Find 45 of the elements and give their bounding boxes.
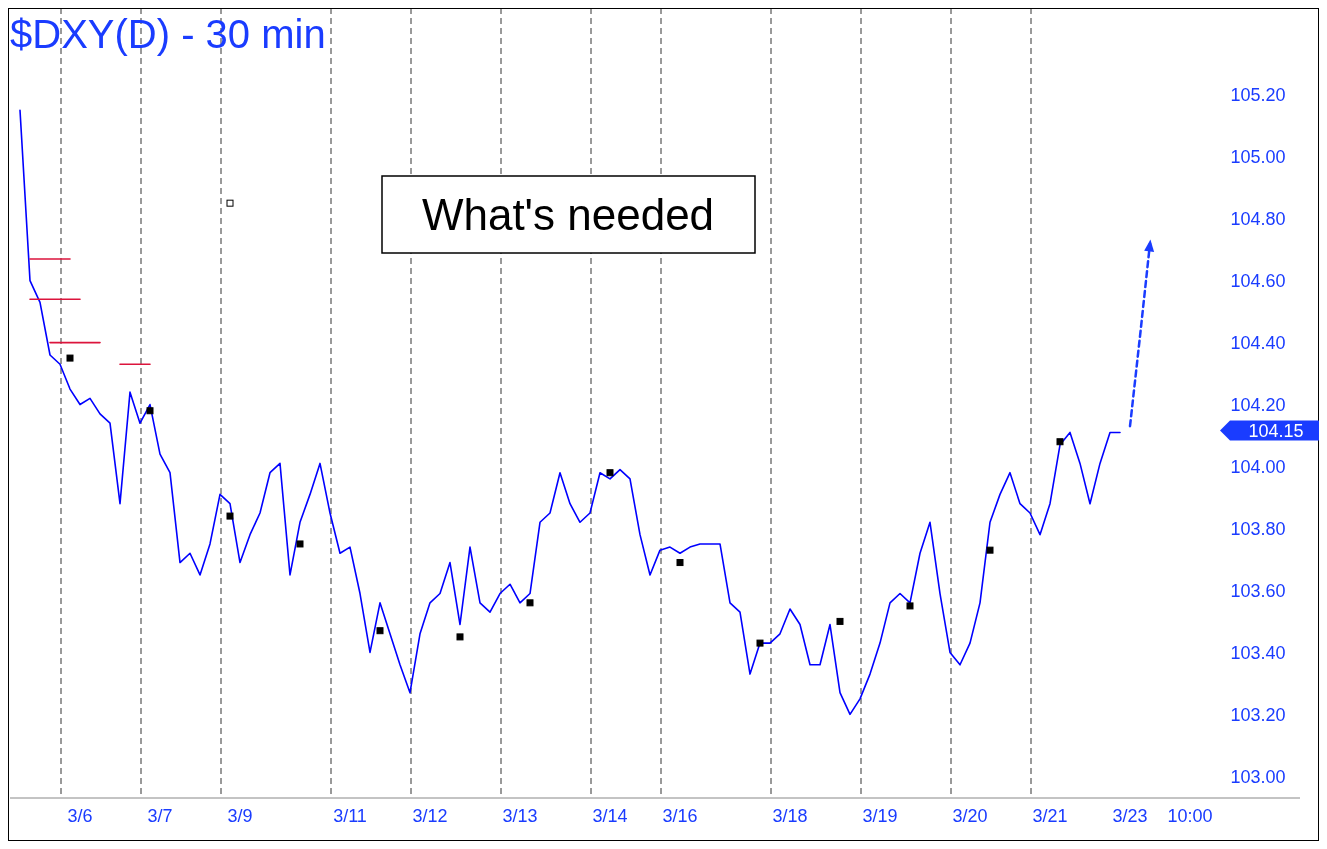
y-tick-label: 103.80: [1230, 518, 1286, 539]
point: [756, 639, 764, 647]
y-tick-label: 104.40: [1230, 332, 1286, 353]
point: [456, 633, 464, 641]
x-tick-label: 3/12: [412, 806, 448, 826]
y-tick-label: 105.20: [1230, 85, 1286, 106]
y-tick-label: 104.00: [1230, 456, 1286, 477]
point: [986, 546, 994, 554]
point: [606, 469, 614, 477]
y-tick-label: 103.00: [1230, 766, 1286, 787]
x-tick-label: 3/14: [592, 806, 628, 826]
text: 104.15: [1248, 420, 1304, 441]
x-tick-label: 3/13: [502, 806, 538, 826]
x-tick-label: 3/19: [862, 806, 898, 826]
point: [836, 617, 844, 625]
line-series: [19, 109, 1121, 716]
point: [526, 599, 534, 607]
x-tick-label: 3/9: [227, 806, 253, 826]
point: [226, 512, 234, 520]
annotation: What's needed: [421, 190, 715, 240]
point: [66, 354, 74, 362]
point: [676, 559, 684, 567]
point: [296, 540, 304, 548]
x-tick-label: 3/7: [147, 806, 173, 826]
y-tick-label: 103.60: [1230, 580, 1286, 601]
y-tick-label: 103.40: [1230, 642, 1286, 663]
x-tick-label: 3/23: [1112, 806, 1148, 826]
chart-title: $DXY(D) - 30 min: [10, 12, 326, 56]
point: [376, 627, 384, 635]
y-tick-label: 104.20: [1230, 394, 1286, 415]
y-tick-label: 104.80: [1230, 208, 1286, 229]
x-tick-label: 3/20: [952, 806, 988, 826]
x-tick-label: 3/11: [333, 806, 367, 826]
y-tick-label: 105.00: [1230, 147, 1286, 168]
x-tick-label: 3/6: [67, 806, 93, 826]
x-tick-label: 3/16: [662, 806, 698, 826]
x-tick-label: 3/18: [772, 806, 808, 826]
y-tick-label: 103.20: [1230, 704, 1286, 725]
x-tick-label: 10:00: [1167, 806, 1213, 826]
point: [906, 602, 914, 610]
point: [146, 407, 154, 415]
point: [226, 199, 234, 207]
y-tick-label: 104.60: [1230, 270, 1286, 291]
x-tick-label: 3/21: [1032, 806, 1068, 826]
point: [1056, 438, 1064, 446]
